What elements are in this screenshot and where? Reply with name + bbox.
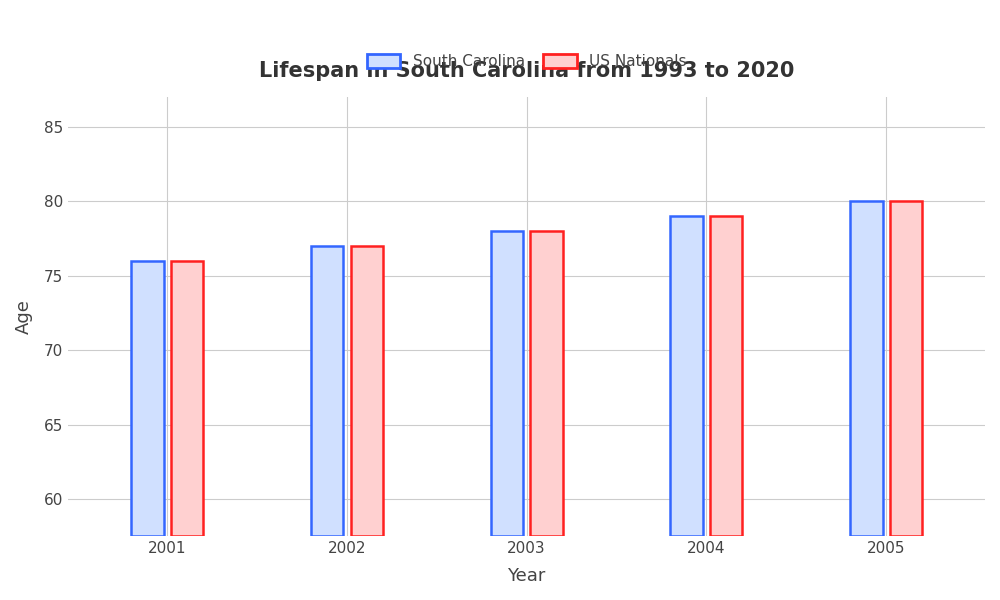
X-axis label: Year: Year	[507, 567, 546, 585]
Bar	[890, 202, 922, 536]
Legend: South Carolina, US Nationals: South Carolina, US Nationals	[361, 48, 693, 76]
Y-axis label: Age: Age	[15, 299, 33, 334]
Bar	[530, 231, 563, 536]
Title: Lifespan in South Carolina from 1993 to 2020: Lifespan in South Carolina from 1993 to …	[259, 61, 794, 80]
Bar	[171, 261, 203, 536]
Bar	[131, 261, 164, 536]
Bar	[351, 246, 383, 536]
Bar	[311, 246, 343, 536]
Bar	[670, 217, 703, 536]
Bar	[850, 202, 883, 536]
Bar	[710, 217, 742, 536]
Bar	[491, 231, 523, 536]
